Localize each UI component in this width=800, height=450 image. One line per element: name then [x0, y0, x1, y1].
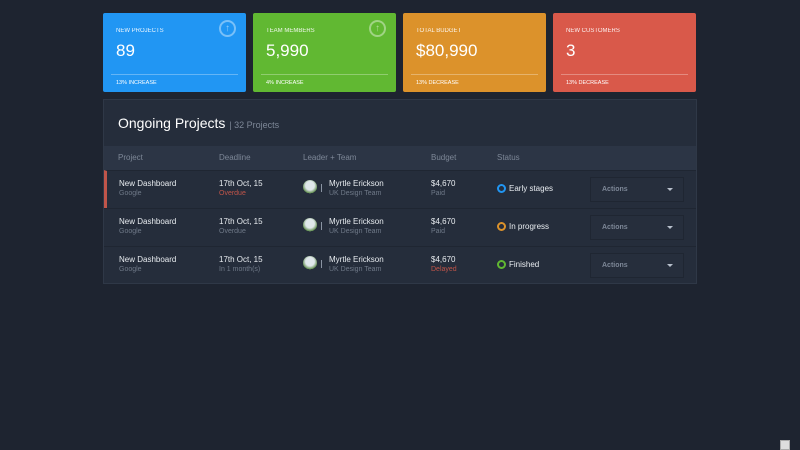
avatar — [303, 256, 317, 270]
stat-label: Total Budget — [416, 28, 462, 34]
actions-label: Actions — [602, 186, 628, 193]
divider — [321, 222, 322, 230]
actions-dropdown[interactable]: Actions — [590, 215, 684, 240]
header-deadline: Deadline — [219, 153, 251, 162]
stat-card: Total Budget $80,990 13% DECREASE — [403, 13, 546, 92]
budget-note: Paid — [431, 190, 446, 197]
status-label: Early stages — [509, 184, 554, 193]
caret-down-icon — [667, 226, 673, 229]
leader-name: Myrtle Erickson — [329, 179, 384, 188]
actions-dropdown[interactable]: Actions — [590, 177, 684, 202]
stat-card: New Customers 3 13% DECREASE — [553, 13, 696, 92]
stat-footer: 13% INCREASE — [116, 80, 157, 86]
budget-amount: $4,670 — [431, 179, 456, 188]
stat-label: New Customers — [566, 28, 620, 34]
table-row: New Dashboard Google 17th Oct, 15 Overdu… — [104, 208, 696, 246]
caret-down-icon — [667, 264, 673, 267]
actions-dropdown[interactable]: Actions — [590, 253, 684, 278]
divider — [561, 74, 688, 75]
stat-footer: 13% DECREASE — [416, 80, 459, 86]
caret-down-icon — [667, 188, 673, 191]
panel-title: Ongoing Projects | 32 Projects — [118, 115, 280, 131]
budget-note: Paid — [431, 228, 446, 235]
project-client: Google — [119, 190, 142, 197]
project-client: Google — [119, 228, 142, 235]
budget-note: Delayed — [431, 266, 457, 273]
actions-label: Actions — [602, 262, 628, 269]
deadline-date: 17th Oct, 15 — [219, 179, 263, 188]
status-label: Finished — [509, 260, 540, 269]
header-budget: Budget — [431, 153, 457, 162]
avatar — [303, 180, 317, 194]
arrow-up-circle-icon: ↑ — [369, 20, 386, 37]
divider — [321, 260, 322, 268]
status-circle-icon — [497, 184, 506, 193]
team-name: UK Design Team — [329, 266, 382, 273]
budget-amount: $4,670 — [431, 255, 456, 264]
project-name: New Dashboard — [119, 255, 177, 264]
stat-value: 5,990 — [266, 41, 309, 60]
budget-amount: $4,670 — [431, 217, 456, 226]
arrow-up-circle-icon: ↑ — [219, 20, 236, 37]
table-row: New Dashboard Google 17th Oct, 15 Overdu… — [104, 170, 696, 208]
team-name: UK Design Team — [329, 190, 382, 197]
deadline-date: 17th Oct, 15 — [219, 255, 263, 264]
divider — [411, 74, 538, 75]
broken-image-icon — [780, 440, 790, 450]
divider — [261, 74, 388, 75]
header-project: Project — [118, 153, 143, 162]
divider — [111, 74, 238, 75]
deadline-note: In 1 month(s) — [219, 266, 261, 273]
header-status: Status — [497, 153, 520, 162]
stat-value: 89 — [116, 41, 135, 60]
project-client: Google — [119, 266, 142, 273]
avatar — [303, 218, 317, 232]
deadline-date: 17th Oct, 15 — [219, 217, 263, 226]
status-label: In progress — [509, 222, 550, 231]
team-name: UK Design Team — [329, 228, 382, 235]
leader-name: Myrtle Erickson — [329, 217, 384, 226]
ongoing-projects-panel: Ongoing Projects | 32 Projects Project D… — [103, 99, 697, 284]
divider — [321, 184, 322, 192]
status-circle-icon — [497, 260, 506, 269]
status-circle-icon — [497, 222, 506, 231]
project-count: | 32 Projects — [229, 120, 280, 130]
deadline-note: Overdue — [219, 228, 246, 235]
stat-value: 3 — [566, 41, 576, 60]
stat-footer: 4% INCREASE — [266, 80, 304, 86]
stat-value: $80,990 — [416, 41, 478, 60]
header-leader: Leader + Team — [303, 153, 357, 162]
actions-label: Actions — [602, 224, 628, 231]
stat-footer: 13% DECREASE — [566, 80, 609, 86]
deadline-note: Overdue — [219, 190, 246, 197]
stat-card: Team Members 5,990 ↑ 4% INCREASE — [253, 13, 396, 92]
table-header: Project Deadline Leader + Team Budget St… — [104, 146, 696, 170]
project-name: New Dashboard — [119, 217, 177, 226]
stat-label: Team Members — [266, 28, 315, 34]
project-name: New Dashboard — [119, 179, 177, 188]
stat-card: New Projects 89 ↑ 13% INCREASE — [103, 13, 246, 92]
table-row: New Dashboard Google 17th Oct, 15 In 1 m… — [104, 246, 696, 284]
leader-name: Myrtle Erickson — [329, 255, 384, 264]
stat-label: New Projects — [116, 28, 164, 34]
